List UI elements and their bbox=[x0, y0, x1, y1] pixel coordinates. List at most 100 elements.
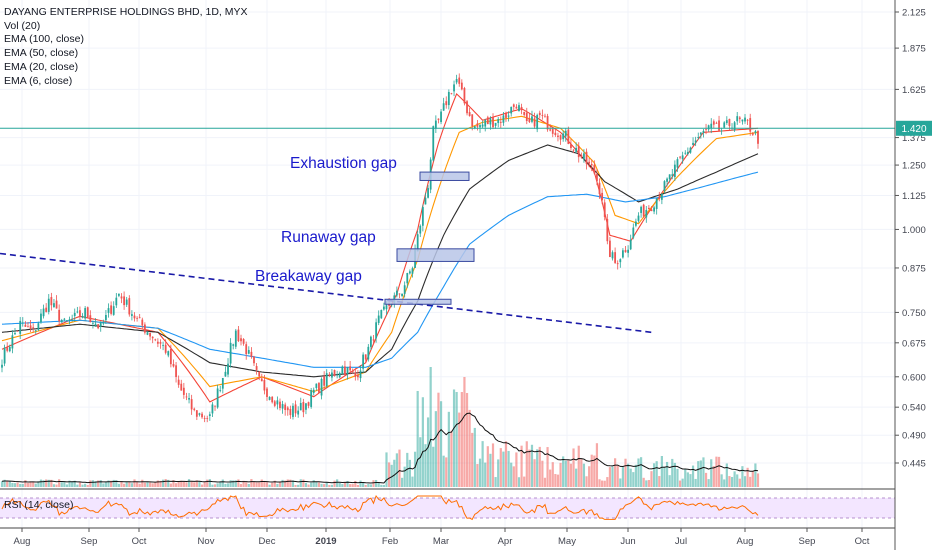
gap-box-breakaway bbox=[384, 298, 452, 305]
candle-body bbox=[499, 121, 502, 123]
candle-body bbox=[570, 144, 572, 149]
candle-body bbox=[510, 106, 513, 114]
candle-body bbox=[89, 315, 92, 323]
legend-ema-100[interactable]: EMA (100, close) bbox=[4, 33, 84, 46]
candle-body bbox=[676, 159, 679, 168]
candle-body bbox=[328, 374, 331, 376]
volume-bar bbox=[486, 446, 489, 487]
candle-body bbox=[710, 123, 713, 129]
volume-bar bbox=[6, 480, 9, 487]
volume-bar bbox=[68, 480, 71, 487]
grid-lines bbox=[0, 0, 895, 528]
volume-bar bbox=[603, 480, 606, 487]
volume-bar bbox=[660, 456, 663, 487]
candle-body bbox=[681, 155, 684, 160]
volume-bar bbox=[647, 480, 650, 487]
volume-bars bbox=[0, 367, 760, 487]
legend-symbol[interactable]: DAYANG ENTERPRISE HOLDINGS BHD, 1D, MYX bbox=[4, 6, 248, 18]
legend-volume[interactable]: Vol (20) bbox=[4, 19, 41, 32]
time-tick-label: Feb bbox=[382, 536, 398, 547]
candle-body bbox=[53, 303, 55, 308]
volume-bar bbox=[281, 479, 284, 487]
price-axis[interactable]: 2.125 1.875 1.625 1.375 1.250 1.125 1.000 0.875… bbox=[895, 8, 926, 470]
candle-body bbox=[663, 181, 666, 191]
candle-body bbox=[653, 207, 655, 212]
volume-bar bbox=[564, 460, 567, 487]
volume-bar bbox=[112, 479, 115, 487]
volume-bar bbox=[673, 462, 676, 487]
candle-body bbox=[190, 399, 193, 410]
volume-bar bbox=[304, 482, 308, 487]
volume-bar bbox=[452, 389, 456, 487]
volume-bar bbox=[395, 453, 398, 487]
candle-body bbox=[466, 101, 468, 114]
legend-ema-20[interactable]: EMA (20, close) bbox=[4, 60, 79, 73]
candle-body bbox=[507, 115, 510, 117]
annotation-exhaustion-gap: Exhaustion gap bbox=[290, 155, 397, 172]
candle-body bbox=[401, 293, 403, 296]
candle-body bbox=[390, 304, 393, 306]
volume-bar bbox=[556, 474, 560, 487]
volume-bar bbox=[351, 484, 354, 487]
volume-bar bbox=[489, 453, 492, 487]
legend-rsi[interactable]: RSI (14, close) bbox=[4, 499, 74, 511]
candle-body bbox=[320, 378, 323, 396]
candle-body bbox=[577, 145, 580, 158]
volume-bar bbox=[89, 480, 92, 487]
volume-bar bbox=[551, 462, 554, 487]
volume-bar bbox=[637, 458, 640, 487]
gap-box-exhaustion bbox=[419, 171, 470, 181]
legend-ema-50[interactable]: EMA (50, close) bbox=[4, 47, 79, 60]
candle-body bbox=[445, 101, 448, 106]
candle-body bbox=[60, 320, 63, 323]
candle-body bbox=[741, 119, 744, 122]
volume-bar bbox=[164, 479, 167, 487]
candle-body bbox=[40, 313, 42, 323]
candle-body bbox=[385, 305, 388, 310]
volume-bar bbox=[554, 474, 557, 487]
candle-body bbox=[258, 371, 261, 377]
candle-body bbox=[619, 259, 622, 263]
candle-body bbox=[364, 354, 367, 360]
volume-bar bbox=[691, 465, 695, 487]
candle-body bbox=[201, 413, 203, 418]
volume-bar bbox=[736, 474, 739, 487]
volume-bar bbox=[226, 483, 230, 487]
candle-body bbox=[518, 105, 520, 112]
volume-bar bbox=[346, 480, 349, 487]
candle-body bbox=[133, 315, 136, 319]
ema-50-line bbox=[1, 144, 759, 378]
price-tick-label: 0.445 bbox=[902, 459, 926, 470]
candle-body bbox=[86, 307, 89, 318]
candle-body bbox=[292, 405, 294, 417]
candle-body bbox=[284, 404, 287, 411]
candle-body bbox=[738, 117, 741, 120]
volume-bar bbox=[190, 481, 193, 487]
volume-bar bbox=[185, 482, 188, 487]
candle-body bbox=[338, 373, 341, 378]
volume-bar bbox=[730, 476, 734, 487]
candle-body bbox=[94, 323, 97, 326]
candle-body bbox=[24, 324, 27, 327]
volume-bar bbox=[595, 443, 599, 487]
volume-bar bbox=[694, 478, 697, 487]
candle-body bbox=[484, 120, 487, 127]
price-tick-label: 1.625 bbox=[902, 85, 926, 96]
candle-body bbox=[211, 404, 214, 414]
candle-body bbox=[486, 117, 489, 125]
candle-body bbox=[68, 319, 71, 321]
candle-body bbox=[297, 410, 300, 415]
volume-bar bbox=[400, 477, 404, 487]
time-axis[interactable]: Aug Sep Oct Nov Dec 2019 Feb Mar Apr May Jun Jul Aug… bbox=[14, 528, 870, 547]
time-tick-label: May bbox=[558, 536, 576, 547]
volume-bar bbox=[528, 449, 531, 487]
legend-ema-6[interactable]: EMA (6, close) bbox=[4, 74, 73, 87]
volume-bar bbox=[91, 480, 95, 487]
candle-body bbox=[125, 299, 128, 305]
volume-bar bbox=[16, 482, 19, 487]
volume-bar bbox=[546, 447, 549, 487]
candle-body bbox=[408, 271, 411, 274]
volume-bar bbox=[567, 460, 570, 487]
candle-body bbox=[128, 298, 131, 315]
